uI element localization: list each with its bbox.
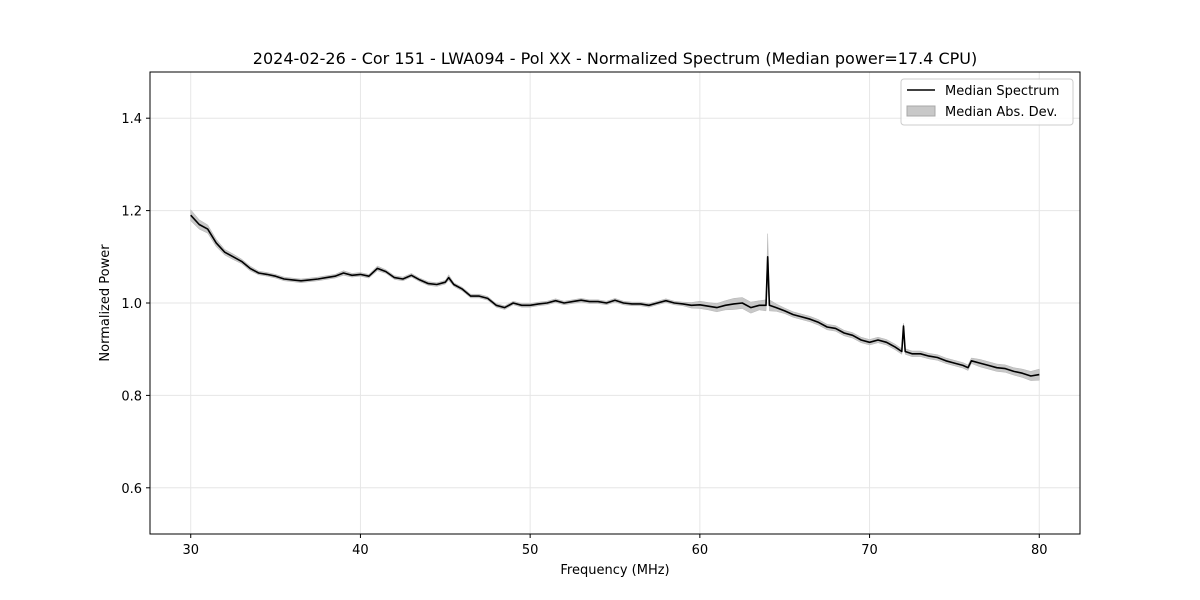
x-tick-label: 50	[522, 543, 539, 558]
legend-median-spectrum: Median Spectrum	[945, 84, 1059, 99]
legend-box	[900, 78, 1074, 126]
x-tick-label: 80	[1031, 543, 1048, 558]
x-axis-label: Frequency (MHz)	[560, 563, 669, 578]
median-line-layer	[190, 214, 1040, 377]
legend: Median Spectrum Median Abs. Dev.	[900, 78, 1074, 126]
x-tick-label: 30	[182, 543, 199, 558]
y-tick-label: 0.8	[121, 389, 142, 404]
x-tick-label: 40	[352, 543, 369, 558]
y-tick-label: 1.4	[121, 112, 142, 127]
y-axis-label: Normalized Power	[98, 244, 113, 362]
y-tick-label: 1.2	[121, 205, 142, 220]
grid	[150, 72, 1080, 534]
legend-band-swatch	[906, 105, 936, 117]
legend-median-abs-dev: Median Abs. Dev.	[945, 105, 1057, 120]
mad-band-layer	[190, 209, 1040, 381]
chart-title: 2024-02-26 - Cor 151 - LWA094 - Pol XX -…	[253, 49, 977, 68]
mad-band	[190, 209, 1040, 381]
ticks: 30 40 50 60 70 80 0.6 0.8 1.0 1.2 1.4	[121, 112, 1047, 558]
y-tick-label: 0.6	[121, 482, 142, 497]
y-tick-label: 1.0	[121, 297, 142, 312]
x-tick-label: 70	[861, 543, 878, 558]
median-spectrum-line	[190, 214, 1040, 377]
x-tick-label: 60	[692, 543, 709, 558]
